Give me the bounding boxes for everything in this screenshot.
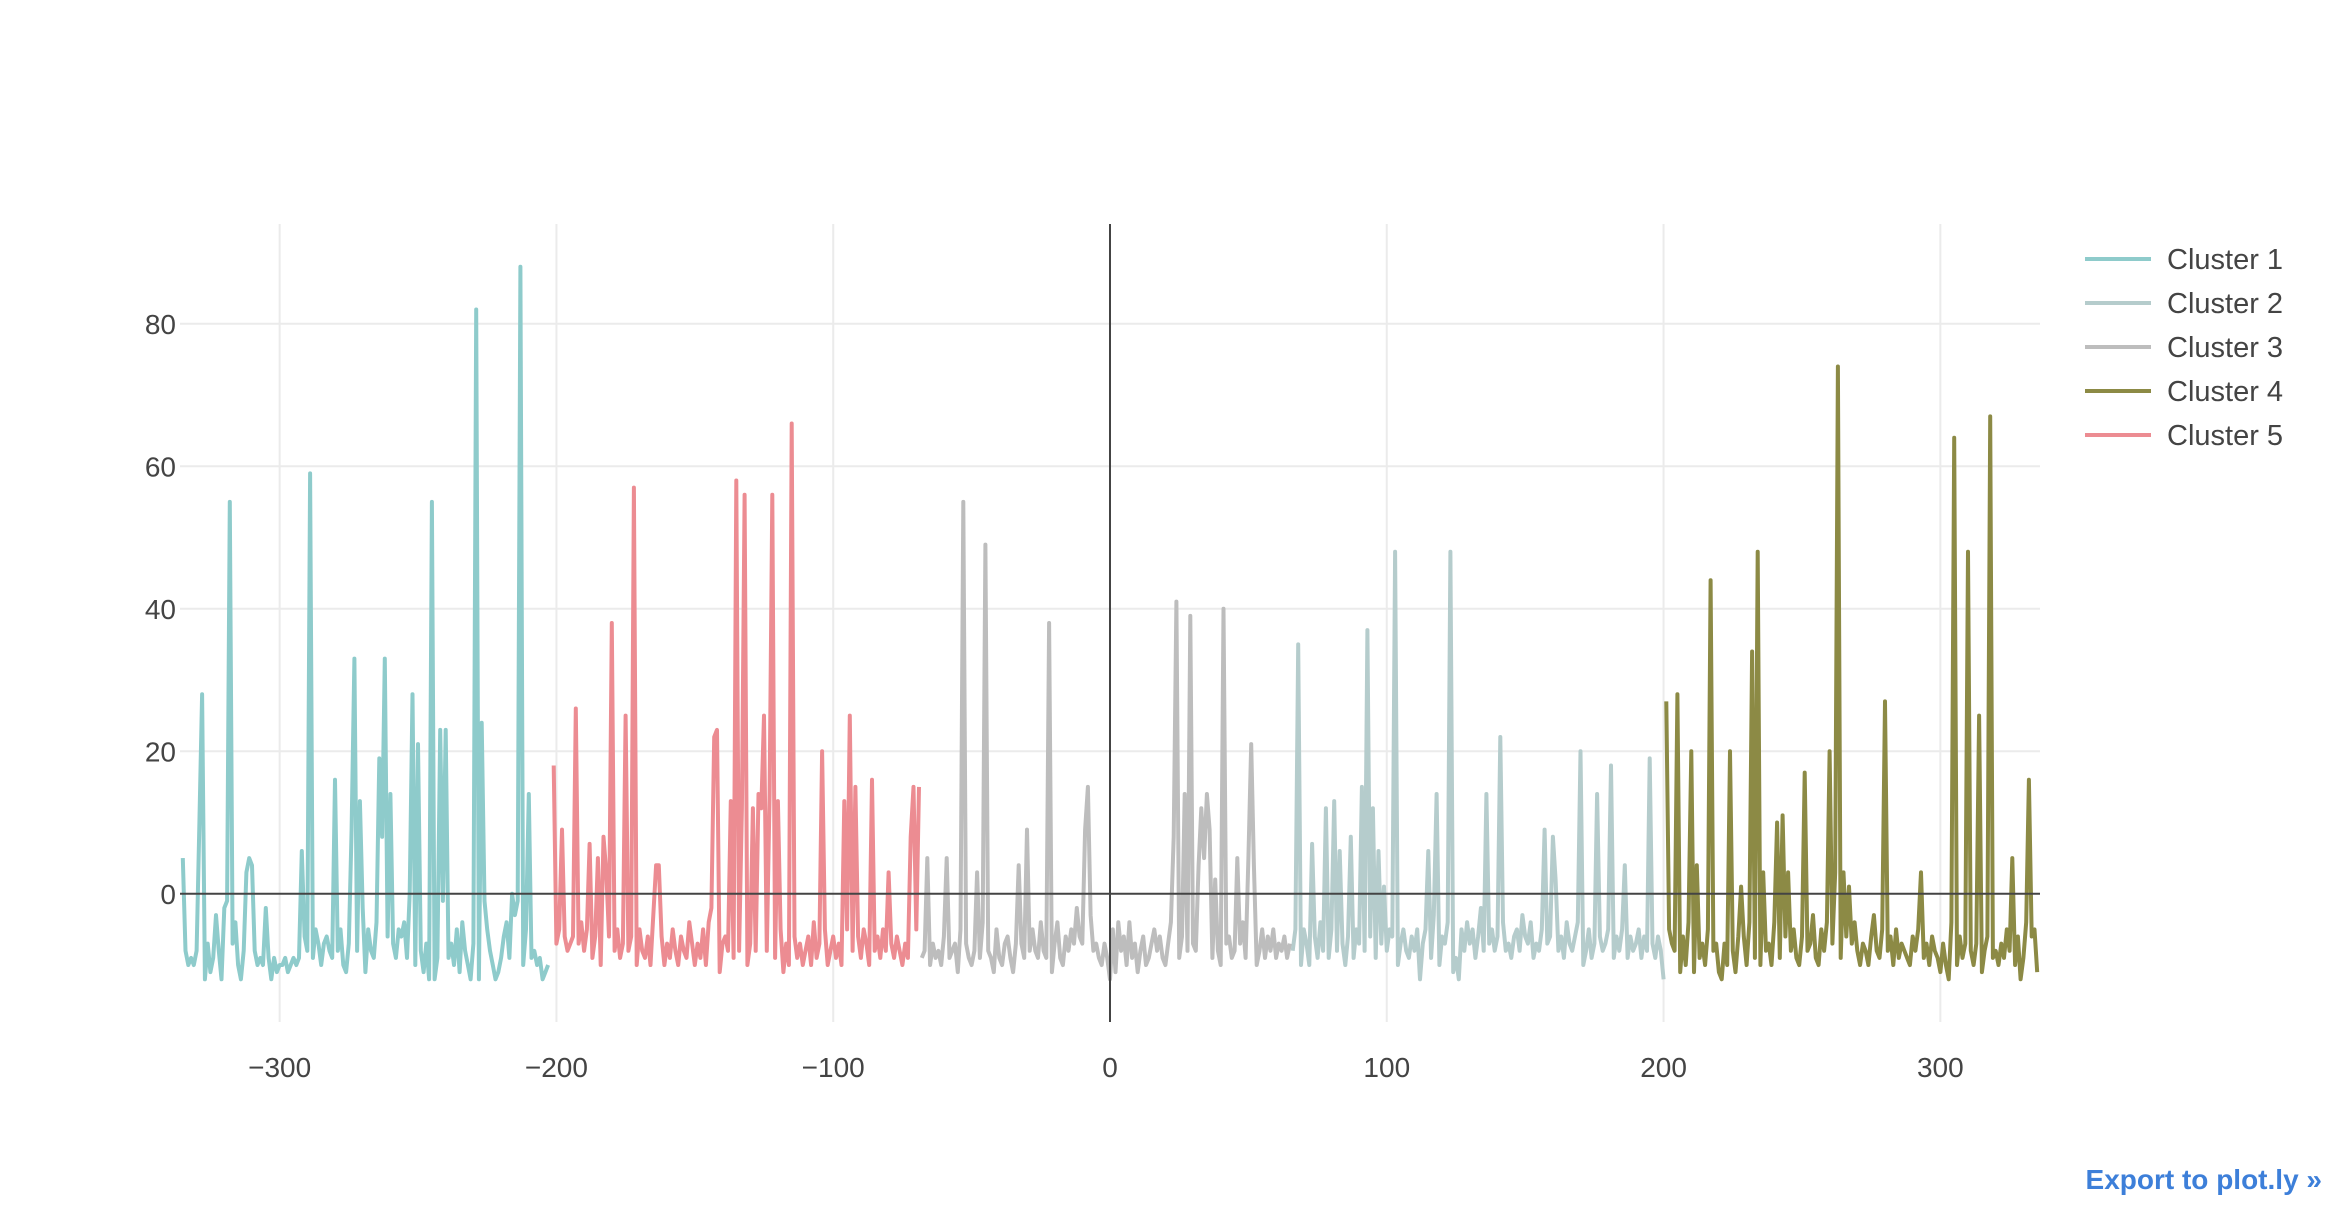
x-tick-label: −100	[802, 1052, 865, 1083]
y-tick-label: 20	[145, 736, 176, 767]
y-tick-label: 40	[145, 594, 176, 625]
series-line-cluster-1[interactable]	[180, 264, 550, 982]
y-tick-label: 60	[145, 451, 176, 482]
legend-item-cluster-1[interactable]: Cluster 1	[2085, 244, 2283, 276]
x-tick-label: −200	[525, 1052, 588, 1083]
legend-item-cluster-4[interactable]: Cluster 4	[2085, 376, 2283, 408]
legend-label: Cluster 5	[2167, 420, 2283, 452]
series-line-cluster-5[interactable]	[551, 421, 921, 975]
series-line-cluster-4[interactable]	[1664, 364, 2040, 982]
legend-item-cluster-2[interactable]: Cluster 2	[2085, 288, 2283, 320]
series-line-cluster-2[interactable]	[1290, 549, 1666, 982]
legend-label: Cluster 4	[2167, 376, 2283, 408]
x-tick-label: 300	[1917, 1052, 1964, 1083]
x-tick-label: 0	[1102, 1052, 1118, 1083]
x-tick-label: −300	[248, 1052, 311, 1083]
y-tick-label: 0	[160, 879, 176, 910]
x-tick-label: 100	[1363, 1052, 1410, 1083]
y-tick-label: 80	[145, 309, 176, 340]
legend-item-cluster-5[interactable]: Cluster 5	[2085, 420, 2283, 452]
tick-labels: −300 −200 −100 0 100 200 300 0 20 40 60 80	[145, 309, 1964, 1083]
legend-label: Cluster 1	[2167, 244, 2283, 276]
legend-label: Cluster 2	[2167, 288, 2283, 320]
axes-layer	[180, 224, 2040, 1022]
export-to-plotly-link[interactable]: Export to plot.ly »	[2085, 1164, 2322, 1195]
legend-item-cluster-3[interactable]: Cluster 3	[2085, 332, 2283, 364]
x-tick-label: 200	[1640, 1052, 1687, 1083]
series-line-cluster-3[interactable]	[919, 499, 1292, 982]
legend[interactable]: Cluster 1 Cluster 2 Cluster 3 Cluster 4 Clus…	[2085, 244, 2283, 452]
legend-label: Cluster 3	[2167, 332, 2283, 364]
